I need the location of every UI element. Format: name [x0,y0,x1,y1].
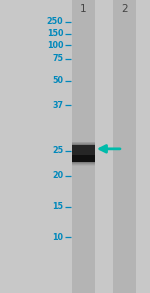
Text: 10: 10 [52,233,63,242]
Bar [72,144,95,163]
Bar [72,0,95,293]
Text: 1: 1 [80,4,87,14]
Text: 100: 100 [47,41,63,50]
Text: 2: 2 [121,4,128,14]
Bar [72,145,95,155]
Text: 50: 50 [52,76,63,85]
Bar [72,155,95,162]
Text: 20: 20 [52,171,63,180]
Text: 37: 37 [52,101,63,110]
Text: 15: 15 [52,202,63,211]
Bar [113,0,136,293]
Bar [72,142,95,166]
Bar [72,143,95,164]
Text: 150: 150 [47,29,63,38]
Text: 75: 75 [52,54,63,63]
Bar [72,142,95,165]
Text: 250: 250 [47,18,63,26]
Text: 25: 25 [52,146,63,155]
